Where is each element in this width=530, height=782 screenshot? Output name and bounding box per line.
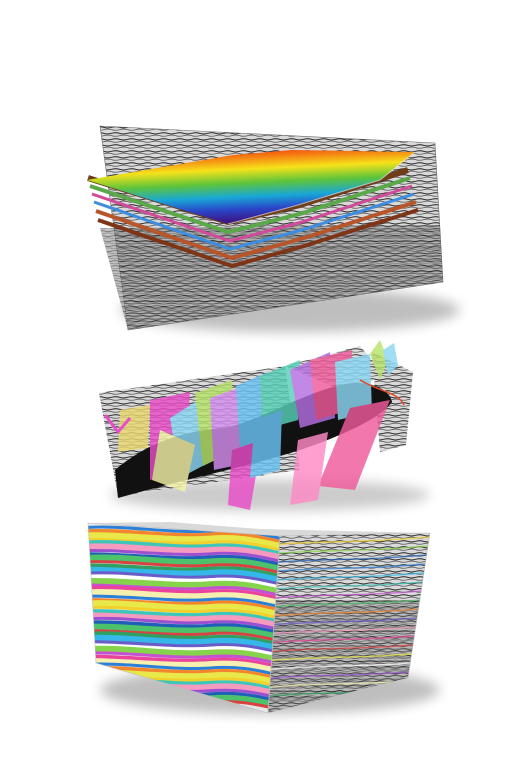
strata-layer <box>88 640 280 656</box>
strata-trace <box>268 544 430 556</box>
fault-planes <box>118 340 398 510</box>
strata-layer <box>88 543 280 563</box>
strata-layer <box>88 616 280 633</box>
strata-trace <box>268 606 430 618</box>
panel-fault-network <box>99 340 430 511</box>
strata-layer <box>88 554 280 574</box>
strata-layer <box>88 612 280 631</box>
seismic-section-right <box>372 352 413 452</box>
strata-layer <box>88 537 280 553</box>
strata-layer <box>88 623 280 642</box>
strata-trace <box>268 553 430 565</box>
strata-trace <box>268 615 430 627</box>
strata-layer <box>88 629 280 645</box>
strata-layer <box>88 560 280 576</box>
strata-layer <box>88 571 280 588</box>
strata-layer <box>88 609 280 626</box>
strata-layer <box>88 645 280 665</box>
strata-layer <box>88 574 280 592</box>
strata-layer <box>88 563 280 581</box>
strata-trace <box>268 588 430 601</box>
strata-layer <box>88 662 280 679</box>
panel-stratigraphic-block <box>87 522 440 714</box>
strata-layer <box>88 600 280 620</box>
strata-trace <box>268 597 430 609</box>
strata-layer <box>88 634 280 654</box>
strata-layer <box>88 549 280 565</box>
strata-layer <box>88 528 280 547</box>
strata-layer <box>88 583 280 599</box>
strata-layer <box>88 658 280 677</box>
strata-layer <box>88 540 280 558</box>
strata-layer <box>88 594 280 610</box>
strata-layer <box>88 651 280 668</box>
panel-horizon-surface <box>87 125 460 332</box>
strata-trace <box>268 579 430 592</box>
strata-layer <box>88 585 280 604</box>
block-top <box>88 522 430 536</box>
strata-layer <box>88 566 280 585</box>
strata-trace <box>268 633 430 645</box>
strata-layer <box>88 577 280 597</box>
strata-trace <box>268 561 430 574</box>
strata-layer <box>88 589 280 608</box>
strata-layer <box>88 605 280 622</box>
strata-layer <box>88 620 280 638</box>
strata-trace <box>268 624 430 636</box>
strata-layer <box>88 654 280 672</box>
strata-layer <box>88 532 280 551</box>
horizon-surface <box>87 150 415 224</box>
strata-trace <box>268 570 430 583</box>
strata-layer <box>88 631 280 649</box>
